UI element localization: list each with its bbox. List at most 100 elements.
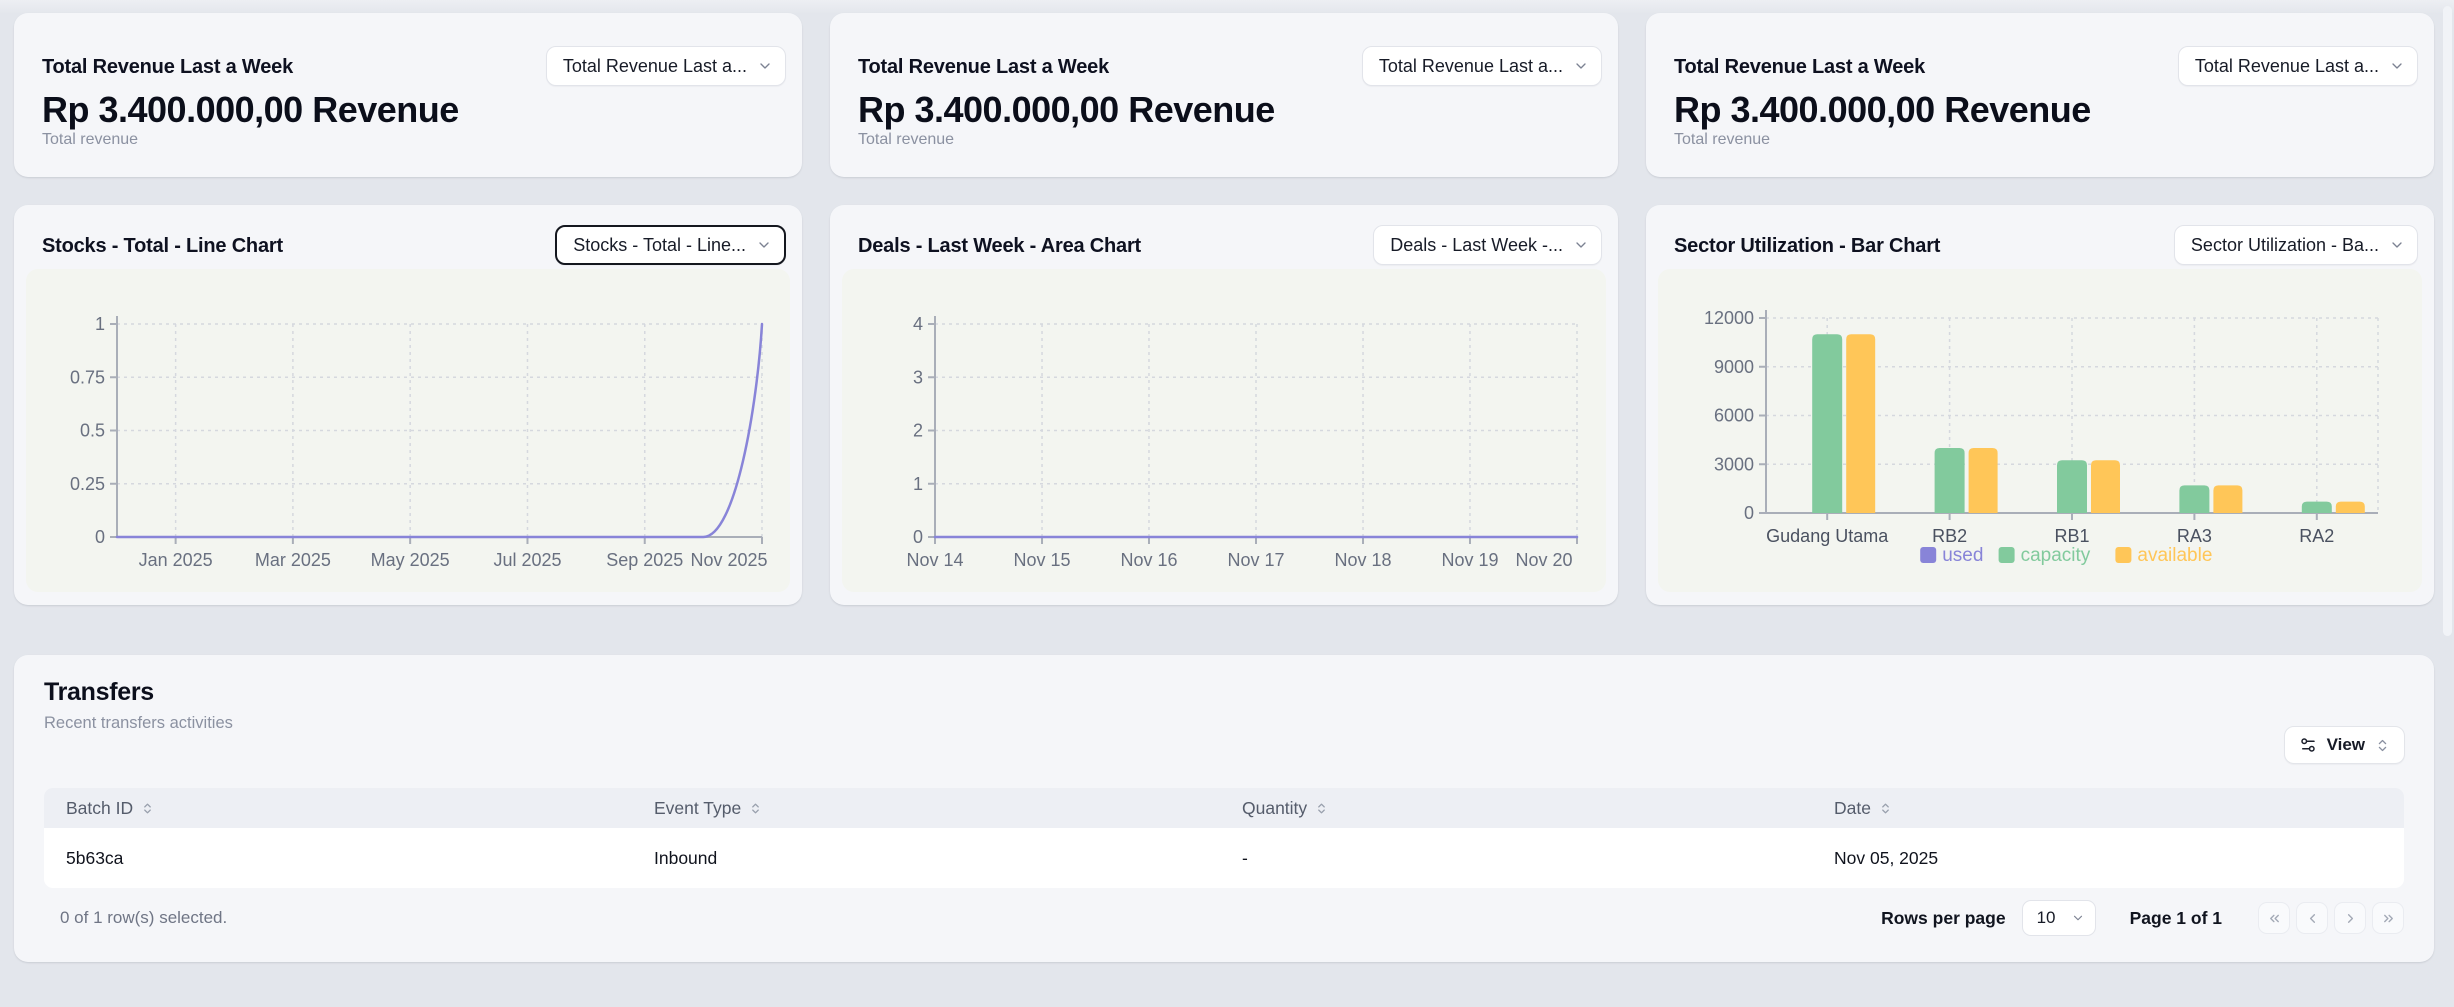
- column-header-label: Quantity: [1242, 797, 1308, 818]
- table-row[interactable]: 5b63ca Inbound - Nov 05, 2025: [44, 828, 2404, 888]
- area-chart-title: Deals - Last Week - Area Chart: [858, 235, 1141, 257]
- cell-date: Nov 05, 2025: [1834, 847, 1939, 868]
- revenue-card-2: Total Revenue Last a Week Total Revenue …: [830, 13, 1618, 177]
- chevron-down-icon: [1573, 58, 1589, 74]
- line-chart: 0 0.25 0.5 0.75 1 Jan 2025 Mar 2025 May 2025 Jul…: [70, 314, 768, 570]
- pager: [2258, 902, 2404, 934]
- revenue-select-2[interactable]: Total Revenue Last a...: [1361, 46, 1602, 86]
- svg-text:1: 1: [95, 314, 105, 334]
- revenue-select-value: Total Revenue Last a...: [2194, 55, 2379, 76]
- column-header-label: Batch ID: [66, 797, 134, 818]
- last-page-button[interactable]: [2372, 902, 2404, 934]
- scrollbar[interactable]: [2443, 6, 2452, 636]
- rows-per-page-label: Rows per page: [1881, 907, 2006, 928]
- svg-text:0: 0: [95, 527, 105, 547]
- column-header-quantity[interactable]: Quantity: [1220, 788, 1812, 828]
- svg-text:Jul 2025: Jul 2025: [493, 550, 561, 570]
- chevrons-left-icon: [2269, 914, 2279, 922]
- svg-text:Gudang Utama: Gudang Utama: [1766, 526, 1889, 546]
- cell-event-type: Inbound: [654, 847, 718, 868]
- svg-text:0.75: 0.75: [70, 367, 105, 387]
- chevron-down-icon: [757, 58, 773, 74]
- column-header-batch-id[interactable]: Batch ID: [44, 788, 632, 828]
- svg-text:9000: 9000: [1714, 357, 1754, 377]
- cell-batch-id: 5b63ca: [66, 847, 124, 868]
- svg-text:Nov 14: Nov 14: [906, 550, 963, 570]
- revenue-card-title: Total Revenue Last a Week: [42, 56, 294, 78]
- sort-icon: [1879, 802, 1892, 815]
- charts-row: Stocks - Total - Line Chart Stocks - Tot…: [14, 205, 2434, 605]
- revenue-value: Rp 3.400.000,00 Revenue: [42, 89, 459, 130]
- svg-text:Nov 20: Nov 20: [1515, 550, 1572, 570]
- svg-text:12000: 12000: [1704, 308, 1754, 328]
- svg-text:Nov 19: Nov 19: [1441, 550, 1498, 570]
- svg-text:Mar 2025: Mar 2025: [255, 550, 331, 570]
- column-header-event-type[interactable]: Event Type: [632, 788, 1220, 828]
- previous-page-button[interactable]: [2296, 902, 2328, 934]
- chevron-down-icon: [2389, 237, 2405, 253]
- selected-rows-text: 0 of 1 row(s) selected.: [60, 908, 228, 927]
- area-chart-card: Deals - Last Week - Area Chart Deals - L…: [830, 205, 1618, 605]
- transfers-subtitle: Recent transfers activities: [44, 714, 233, 732]
- line-chart-select-value: Stocks - Total - Line...: [573, 234, 746, 255]
- transfers-table: Batch ID Event Type Quantity Date: [44, 788, 2404, 888]
- bar-chart-title: Sector Utilization - Bar Chart: [1674, 235, 1941, 257]
- chevrons-right-icon: [2383, 914, 2393, 922]
- revenue-row: Total Revenue Last a Week Total Revenue …: [14, 13, 2434, 177]
- svg-text:Sep 2025: Sep 2025: [606, 550, 683, 570]
- svg-text:Nov 2025: Nov 2025: [690, 550, 767, 570]
- bar-chart-panel: 0 3000 6000 9000 12000 Gudang Utama RB2 RB1 RA3 R…: [1658, 269, 2422, 592]
- svg-text:4: 4: [913, 314, 923, 334]
- area-chart: 0 1 2 3 4 Nov 14 Nov 15 Nov 16 Nov 17 Nov 18 Nov 1…: [906, 314, 1579, 570]
- svg-text:May 2025: May 2025: [371, 550, 450, 570]
- cell-quantity: -: [1242, 847, 1248, 868]
- page-info: Page 1 of 1: [2129, 907, 2222, 928]
- sort-icon: [1315, 802, 1328, 815]
- sort-icon: [141, 802, 154, 815]
- revenue-select-value: Total Revenue Last a...: [562, 55, 747, 76]
- svg-text:RA2: RA2: [2299, 526, 2334, 546]
- svg-text:available: available: [2137, 545, 2212, 566]
- chevron-down-icon: [2071, 911, 2085, 925]
- transfers-card: Transfers Recent transfers activities Vi…: [14, 655, 2434, 962]
- svg-text:1: 1: [913, 474, 923, 494]
- view-button[interactable]: View: [2283, 726, 2405, 764]
- chevron-right-icon: [2347, 913, 2353, 923]
- svg-text:Jan 2025: Jan 2025: [139, 550, 213, 570]
- line-chart-select[interactable]: Stocks - Total - Line...: [555, 225, 786, 265]
- revenue-card-title: Total Revenue Last a Week: [858, 56, 1110, 78]
- column-header-date[interactable]: Date: [1812, 788, 2404, 828]
- line-chart-card: Stocks - Total - Line Chart Stocks - Tot…: [14, 205, 802, 605]
- line-chart-title: Stocks - Total - Line Chart: [42, 235, 283, 257]
- revenue-card-title: Total Revenue Last a Week: [1674, 56, 1926, 78]
- view-button-label: View: [2326, 735, 2365, 754]
- svg-text:2: 2: [913, 421, 923, 441]
- area-chart-panel: 0 1 2 3 4 Nov 14 Nov 15 Nov 16 Nov 17 Nov 18 Nov 1…: [842, 269, 1606, 592]
- svg-text:0.5: 0.5: [80, 421, 105, 441]
- table-footer: 0 of 1 row(s) selected. Rows per page 10…: [44, 900, 2404, 936]
- rows-per-page-value: 10: [2036, 908, 2056, 927]
- revenue-select-1[interactable]: Total Revenue Last a...: [545, 46, 786, 86]
- bar-chart-select[interactable]: Sector Utilization - Ba...: [2173, 225, 2418, 265]
- pagination-controls: Rows per page 10 Page 1 of 1: [1881, 900, 2404, 936]
- column-header-label: Event Type: [654, 797, 742, 818]
- svg-text:Nov 17: Nov 17: [1227, 550, 1284, 570]
- revenue-select-value: Total Revenue Last a...: [1378, 55, 1563, 76]
- sliders-icon: [2299, 736, 2317, 754]
- svg-text:0: 0: [1744, 503, 1754, 523]
- svg-text:Nov 15: Nov 15: [1013, 550, 1070, 570]
- svg-text:0: 0: [913, 527, 923, 547]
- column-header-label: Date: [1834, 797, 1871, 818]
- revenue-value: Rp 3.400.000,00 Revenue: [858, 89, 1275, 130]
- table-header-row: Batch ID Event Type Quantity Date: [44, 788, 2404, 828]
- revenue-select-3[interactable]: Total Revenue Last a...: [2177, 46, 2418, 86]
- sort-icon: [749, 802, 762, 815]
- area-chart-select-value: Deals - Last Week -...: [1390, 234, 1563, 255]
- next-page-button[interactable]: [2334, 902, 2366, 934]
- transfers-title: Transfers: [44, 678, 154, 706]
- area-chart-select[interactable]: Deals - Last Week -...: [1373, 225, 1602, 265]
- first-page-button[interactable]: [2258, 902, 2290, 934]
- chevron-down-icon: [2389, 58, 2405, 74]
- svg-text:0.25: 0.25: [70, 474, 105, 494]
- rows-per-page-select[interactable]: 10: [2021, 900, 2096, 936]
